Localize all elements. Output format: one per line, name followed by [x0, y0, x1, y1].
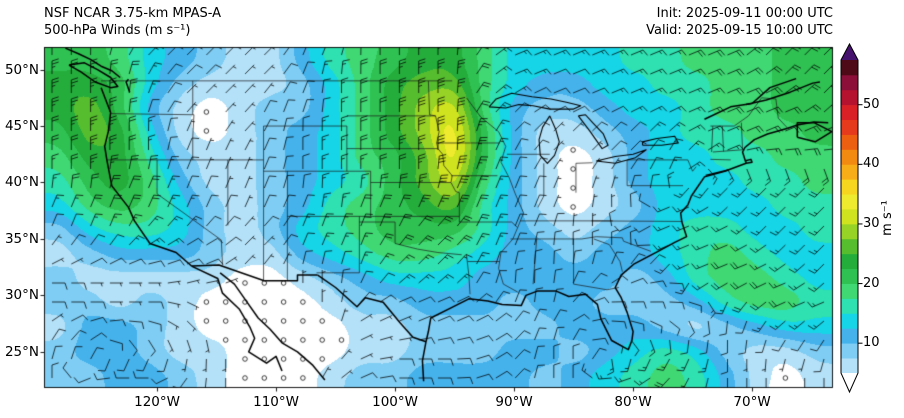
colorbar-segment: [841, 104, 858, 121]
colorbar-segment: [841, 328, 858, 344]
colorbar-tick-label: 50: [863, 96, 880, 112]
y-tick-label: 30°N: [4, 287, 39, 304]
colorbar-under-arrow: [841, 373, 858, 392]
colorbar-segment: [841, 209, 858, 225]
x-tick-label: 70°W: [733, 394, 771, 410]
colorbar-tick-label: 10: [863, 335, 880, 351]
init-time-label: Init: 2025-09-11 00:00 UTC: [656, 6, 833, 21]
y-tick-label: 35°N: [4, 230, 39, 247]
colorbar: [840, 42, 863, 394]
colorbar-segment: [841, 298, 858, 314]
colorbar-segment: [841, 74, 858, 91]
y-tick-label: 25°N: [4, 343, 39, 360]
colorbar-segment: [841, 343, 858, 359]
colorbar-segment: [841, 268, 858, 284]
x-tick-label: 100°W: [372, 394, 418, 410]
x-tick-label: 80°W: [614, 394, 652, 410]
y-tick-label: 50°N: [4, 61, 39, 78]
colorbar-segment: [841, 223, 858, 240]
colorbar-segment: [841, 253, 858, 270]
colorbar-segment: [841, 134, 858, 150]
colorbar-segment: [841, 149, 858, 165]
colorbar-segment: [841, 179, 858, 195]
colorbar-segment: [841, 60, 858, 76]
valid-time-label: Valid: 2025-09-15 10:00 UTC: [646, 23, 833, 38]
colorbar-outline: [840, 42, 859, 394]
colorbar-segment: [841, 194, 858, 210]
y-tick-label: 40°N: [4, 174, 39, 191]
colorbar-segment: [841, 283, 858, 299]
colorbar-segment: [841, 313, 858, 329]
colorbar-tick-label: 30: [863, 215, 880, 231]
plot-title-field: 500-hPa Winds (m s⁻¹): [44, 23, 191, 38]
x-tick-label: 90°W: [495, 394, 533, 410]
x-tick-label: 120°W: [134, 394, 180, 410]
colorbar-tick-label: 40: [863, 156, 880, 172]
colorbar-segment: [841, 358, 858, 374]
colorbar-segment: [841, 119, 858, 135]
colorbar-segment: [841, 164, 858, 180]
y-tick-label: 45°N: [4, 118, 39, 135]
x-tick-label: 110°W: [253, 394, 299, 410]
colorbar-segment: [841, 238, 858, 255]
plot-title-model: NSF NCAR 3.75-km MPAS-A: [44, 6, 222, 21]
colorbar-tick-label: 20: [863, 275, 880, 291]
colorbar-segment: [841, 89, 858, 106]
colorbar-over-arrow: [841, 44, 858, 60]
